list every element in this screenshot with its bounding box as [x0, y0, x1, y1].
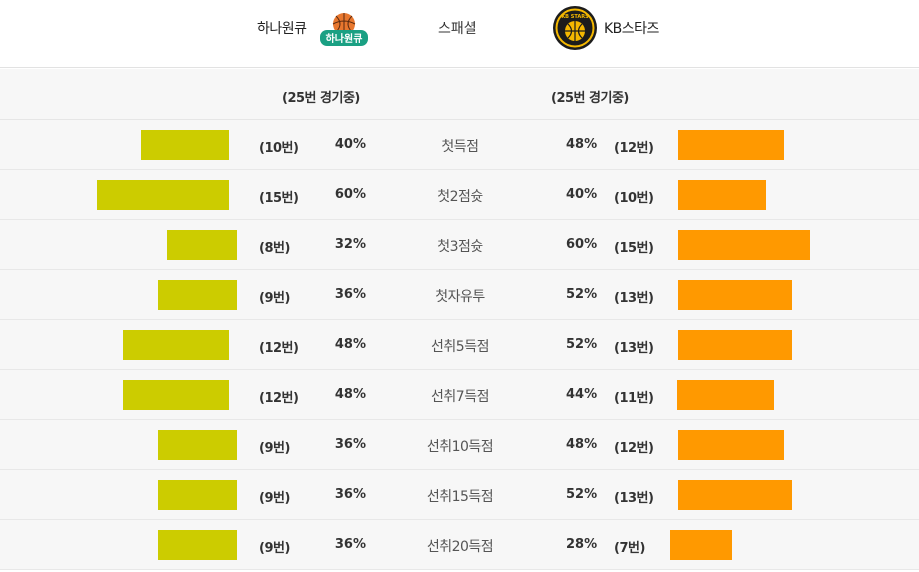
- away-count: (13번): [614, 341, 654, 356]
- category-label: 첫3점슛: [437, 239, 483, 255]
- home-count: (10번): [259, 141, 299, 156]
- stat-row: (8번) 32% 첫3점슛 60% (15번): [0, 220, 919, 270]
- category-label: 첫2점슛: [437, 189, 483, 205]
- category-label: 선취20득점: [426, 539, 494, 555]
- home-games-played: (25번 경기중): [282, 91, 360, 106]
- home-count: (9번): [259, 491, 290, 506]
- home-percent: 48%: [334, 337, 366, 352]
- home-count: (12번): [259, 341, 299, 356]
- header: 하나원큐 하나원큐 스패셜 KB STARS KB스타즈: [0, 0, 919, 68]
- home-percent: 36%: [334, 487, 366, 502]
- svg-text:KB STARS: KB STARS: [561, 14, 589, 20]
- away-bar: [677, 380, 774, 410]
- away-bar: [678, 330, 792, 360]
- away-bar: [678, 230, 810, 260]
- home-team-name[interactable]: 하나원큐: [257, 21, 307, 37]
- home-bar: [123, 380, 229, 410]
- away-percent: 44%: [566, 387, 598, 402]
- away-count: (13번): [614, 291, 654, 306]
- away-bar: [670, 530, 732, 560]
- away-bar: [678, 130, 784, 160]
- home-bar: [158, 480, 237, 510]
- games-played-row: (25번 경기중) (25번 경기중): [0, 69, 919, 120]
- home-count: (9번): [259, 541, 290, 556]
- away-bar: [678, 480, 792, 510]
- away-count: (15번): [614, 241, 654, 256]
- home-bar: [158, 530, 237, 560]
- stat-row: (9번) 36% 선취20득점 28% (7번): [0, 520, 919, 570]
- home-percent: 48%: [334, 387, 366, 402]
- home-percent: 40%: [334, 137, 366, 152]
- home-percent: 36%: [334, 537, 366, 552]
- away-count: (11번): [614, 391, 654, 406]
- category-label: 첫득점: [441, 139, 479, 155]
- away-percent: 60%: [566, 237, 598, 252]
- home-bar: [158, 430, 237, 460]
- away-count: (12번): [614, 441, 654, 456]
- away-percent: 28%: [566, 537, 598, 552]
- away-bar: [678, 430, 784, 460]
- away-count: (10번): [614, 191, 654, 206]
- home-count: (9번): [259, 291, 290, 306]
- away-percent: 40%: [566, 187, 598, 202]
- away-percent: 48%: [566, 437, 598, 452]
- stat-row: (9번) 36% 첫자유투 52% (13번): [0, 270, 919, 320]
- away-games-played: (25번 경기중): [551, 91, 629, 106]
- category-label: 선취5득점: [431, 339, 489, 355]
- away-bar: [678, 180, 766, 210]
- home-bar: [167, 230, 237, 260]
- away-percent: 52%: [566, 487, 598, 502]
- special-label: 스패셜: [438, 21, 477, 37]
- stat-row: (12번) 48% 선취7득점 44% (11번): [0, 370, 919, 420]
- category-label: 선취10득점: [426, 439, 494, 455]
- away-percent: 52%: [566, 337, 598, 352]
- home-bar: [158, 280, 237, 310]
- stat-row: (9번) 36% 선취10득점 48% (12번): [0, 420, 919, 470]
- kb-stars-logo[interactable]: KB STARS: [552, 5, 598, 51]
- away-team-name[interactable]: KB스타즈: [604, 21, 659, 37]
- category-label: 첫자유투: [435, 289, 485, 305]
- home-count: (9번): [259, 441, 290, 456]
- category-label: 선취15득점: [426, 489, 494, 505]
- home-bar: [123, 330, 229, 360]
- home-percent: 36%: [334, 437, 366, 452]
- stat-row: (9번) 36% 선취15득점 52% (13번): [0, 470, 919, 520]
- away-percent: 48%: [566, 137, 598, 152]
- svg-text:하나원큐: 하나원큐: [326, 32, 363, 45]
- stat-row: (12번) 48% 선취5득점 52% (13번): [0, 320, 919, 370]
- home-count: (12번): [259, 391, 299, 406]
- away-percent: 52%: [566, 287, 598, 302]
- away-count: (7번): [614, 541, 645, 556]
- category-label: 선취7득점: [431, 389, 489, 405]
- away-count: (12번): [614, 141, 654, 156]
- away-bar: [678, 280, 792, 310]
- away-count: (13번): [614, 491, 654, 506]
- home-percent: 60%: [334, 187, 366, 202]
- home-percent: 32%: [334, 237, 366, 252]
- stat-row: (15번) 60% 첫2점슛 40% (10번): [0, 170, 919, 220]
- home-bar: [141, 130, 229, 160]
- home-bar: [97, 180, 229, 210]
- home-count: (15번): [259, 191, 299, 206]
- stat-row: (10번) 40% 첫득점 48% (12번): [0, 120, 919, 170]
- home-percent: 36%: [334, 287, 366, 302]
- hana-onequ-logo[interactable]: 하나원큐: [318, 10, 370, 50]
- home-count: (8번): [259, 241, 290, 256]
